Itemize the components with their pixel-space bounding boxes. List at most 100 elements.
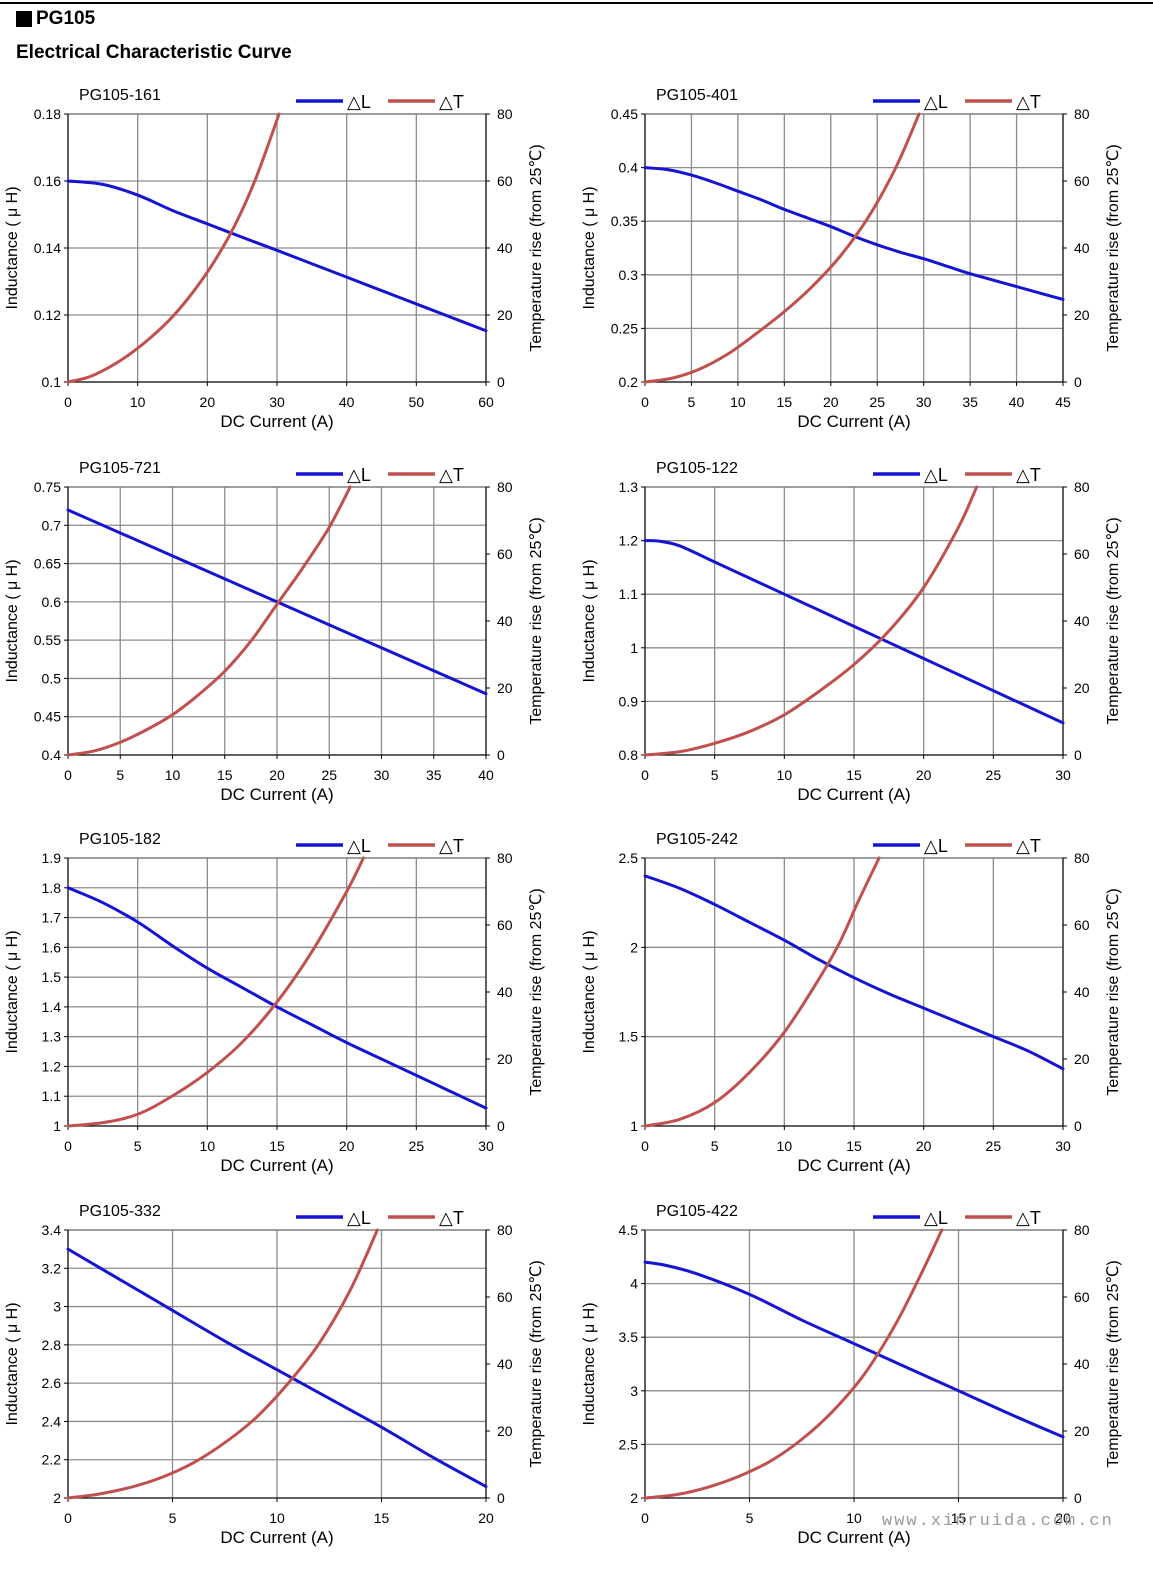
y-tick-label: 1.7	[42, 910, 62, 926]
chart-title: PG105-401	[656, 87, 738, 104]
y-tick-label: 1.5	[619, 1029, 639, 1045]
x-tick-label: 20	[916, 1138, 932, 1154]
inductance-curve	[643, 166, 1065, 301]
chart-pg105-721: 0 5 10 15 20 25 30 35 40 0.4 0.45 0.5 0.55 0.6 0.65 0.7…	[0, 453, 576, 825]
legend-label-inductance: △L	[347, 836, 371, 856]
y-tick-label: 0.55	[34, 632, 61, 648]
x-tick-label: 10	[846, 1510, 862, 1526]
y-tick-label: 3.4	[42, 1222, 62, 1238]
legend-label-inductance: △L	[347, 1208, 371, 1228]
y2-tick-label: 80	[1074, 850, 1090, 866]
y2-axis-label: Temperature rise (from 25℃)	[528, 144, 545, 351]
y2-axis-label: Temperature rise (from 25℃)	[1105, 1260, 1122, 1467]
y-tick-label: 1	[630, 640, 638, 656]
x-tick-label: 30	[269, 394, 285, 410]
y-tick-label: 2.5	[619, 1436, 639, 1452]
x-tick-label: 20	[1055, 1510, 1071, 1526]
legend-label-temperature: △T	[1016, 92, 1041, 112]
x-tick-label: 15	[951, 1510, 967, 1526]
x-tick-label: 30	[1055, 767, 1071, 783]
y2-tick-label: 0	[1074, 374, 1082, 390]
y2-tick-label: 60	[1074, 173, 1090, 189]
x-tick-label: 20	[269, 767, 285, 783]
y-tick-label: 2.2	[42, 1452, 62, 1468]
x-axis-label: DC Current (A)	[797, 412, 910, 431]
x-tick-label: 0	[64, 1138, 72, 1154]
y2-axis-label: Temperature rise (from 25℃)	[528, 1260, 545, 1467]
y-axis-label: Inductance ( μ H)	[581, 930, 598, 1053]
x-tick-label: 0	[64, 1510, 72, 1526]
y2-tick-label: 60	[1074, 917, 1090, 933]
x-tick-label: 5	[116, 767, 124, 783]
chart-svg: 0 5 10 15 20 25 30 1 1.5 2 2.5 0 20 40 60 80 PG105-242 DC…	[581, 831, 1122, 1175]
y-tick-label: 1.3	[619, 479, 639, 495]
temperature-curve	[66, 1228, 379, 1500]
y-tick-label: 0.35	[611, 213, 638, 229]
y-tick-label: 0.4	[42, 747, 62, 763]
series-name: PG105	[36, 8, 96, 29]
y-tick-label: 2	[630, 939, 638, 955]
x-tick-label: 15	[374, 1510, 390, 1526]
x-tick-label: 60	[478, 394, 494, 410]
y-tick-label: 0.8	[619, 747, 639, 763]
x-tick-label: 10	[200, 1138, 216, 1154]
chart-pg105-161: 0 10 20 30 40 50 60 0.1 0.12 0.14 0.16 0.18 0 20 40 60 8…	[0, 80, 576, 452]
x-tick-label: 30	[374, 767, 390, 783]
chart-svg: 0 10 20 30 40 50 60 0.1 0.12 0.14 0.16 0.18 0 20 40 60 8…	[4, 87, 545, 431]
y-axis-label: Inductance ( μ H)	[4, 186, 21, 309]
y-tick-label: 2.8	[42, 1337, 62, 1353]
y-tick-label: 0.7	[42, 517, 62, 533]
legend-label-inductance: △L	[924, 92, 948, 112]
y2-tick-label: 40	[497, 984, 513, 1000]
y2-tick-label: 60	[1074, 1289, 1090, 1305]
y-tick-label: 2.6	[42, 1375, 62, 1391]
temperature-curve	[66, 112, 281, 384]
x-tick-label: 0	[64, 767, 72, 783]
y-tick-label: 4	[630, 1276, 638, 1292]
legend-label-inductance: △L	[924, 836, 948, 856]
x-tick-label: 10	[269, 1510, 285, 1526]
x-tick-label: 5	[688, 394, 696, 410]
temperature-curve	[643, 112, 921, 384]
y2-tick-label: 80	[497, 850, 513, 866]
legend-label-temperature: △T	[439, 1208, 464, 1228]
x-tick-label: 5	[711, 1138, 719, 1154]
x-tick-label: 10	[165, 767, 181, 783]
y2-tick-label: 20	[497, 680, 513, 696]
plot-frame	[644, 113, 1064, 383]
x-tick-label: 0	[641, 1510, 649, 1526]
temperature-curve	[643, 485, 979, 757]
y2-tick-label: 40	[1074, 984, 1090, 1000]
x-tick-label: 10	[730, 394, 746, 410]
x-axis-label: DC Current (A)	[797, 1156, 910, 1175]
temperature-curve	[643, 1228, 944, 1500]
y-tick-label: 2.5	[619, 850, 639, 866]
x-tick-label: 5	[134, 1138, 142, 1154]
legend-label-inductance: △L	[924, 465, 948, 485]
x-tick-label: 5	[711, 767, 719, 783]
chart-svg: 0 5 10 15 20 25 30 1 1.1 1.2 1.3 1.4 1.5 1.6 1.7 1.8 1.9…	[4, 831, 545, 1175]
legend-label-temperature: △T	[1016, 836, 1041, 856]
x-tick-label: 15	[269, 1138, 285, 1154]
y-tick-label: 1.2	[42, 1058, 62, 1074]
x-tick-label: 25	[409, 1138, 425, 1154]
y-axis-label: Inductance ( μ H)	[581, 1302, 598, 1425]
y2-tick-label: 0	[1074, 1118, 1082, 1134]
x-axis-label: DC Current (A)	[220, 412, 333, 431]
y2-tick-label: 20	[1074, 680, 1090, 696]
y-tick-label: 3	[630, 1383, 638, 1399]
y2-tick-label: 40	[497, 1356, 513, 1372]
y-tick-label: 0.45	[34, 709, 61, 725]
y2-tick-label: 20	[1074, 1051, 1090, 1067]
y-tick-label: 1	[53, 1118, 61, 1134]
y2-tick-label: 60	[497, 1289, 513, 1305]
y2-tick-label: 40	[1074, 240, 1090, 256]
x-tick-label: 50	[409, 394, 425, 410]
inductance-curve	[643, 874, 1065, 1071]
x-tick-label: 25	[986, 767, 1002, 783]
y2-tick-label: 80	[1074, 1222, 1090, 1238]
y-tick-label: 0.65	[34, 556, 61, 572]
x-tick-label: 10	[777, 767, 793, 783]
chart-pg105-122: 0 5 10 15 20 25 30 0.8 0.9 1 1.1 1.2 1.3 0 20 40 60 80 PG1…	[577, 453, 1153, 825]
y-tick-label: 1.4	[42, 999, 62, 1015]
